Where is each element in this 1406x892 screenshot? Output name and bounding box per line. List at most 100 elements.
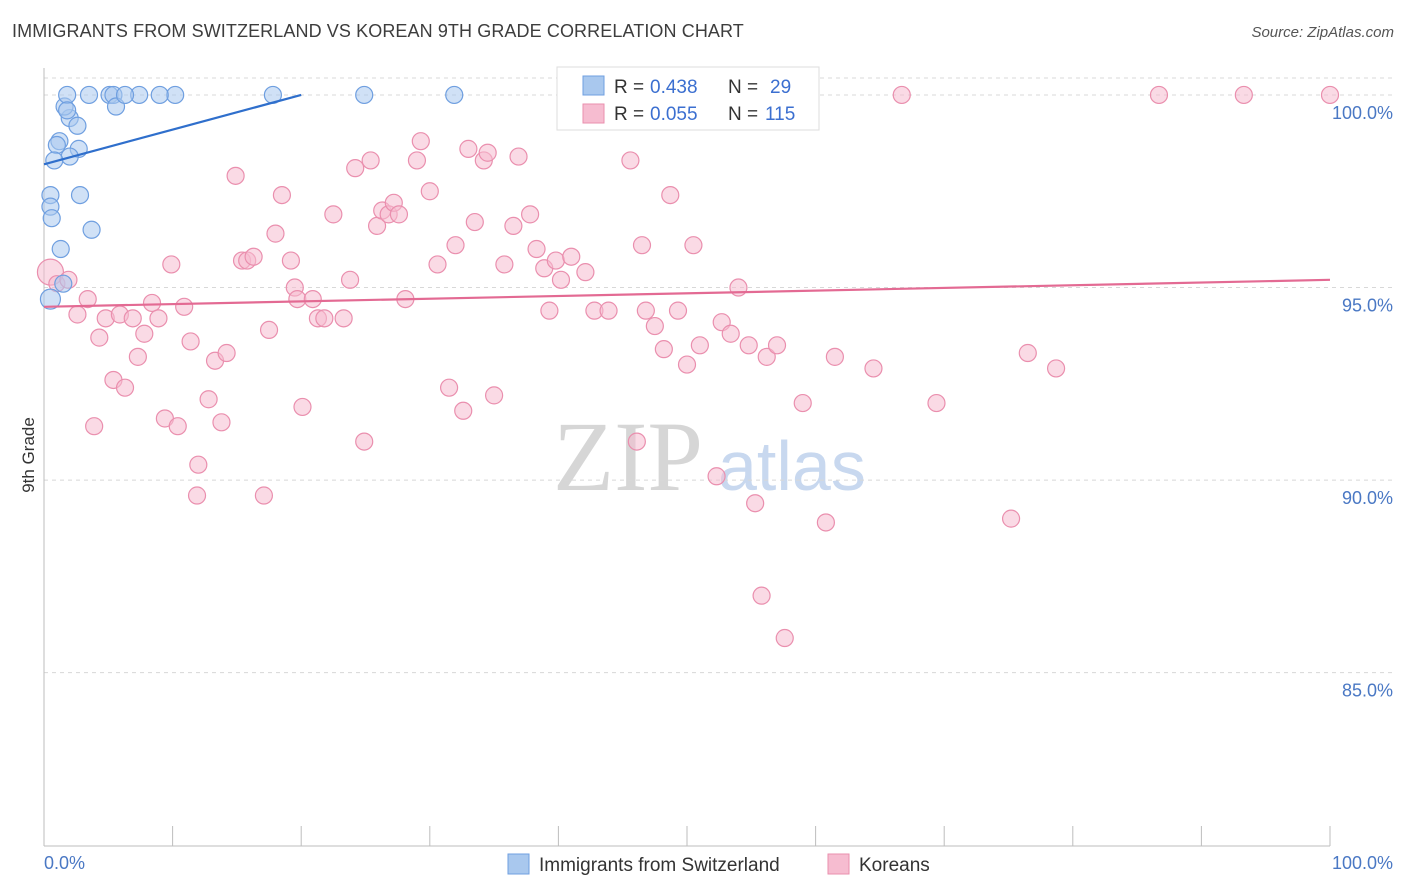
- korean-point: [212, 413, 231, 432]
- series-switzerland-points: [39, 85, 464, 310]
- korean-point: [757, 347, 776, 366]
- korean-point: [721, 324, 740, 343]
- korean-point: [324, 205, 343, 224]
- korean-point: [1018, 343, 1037, 363]
- korean-point: [746, 494, 765, 513]
- legend-n-value-1: 29: [770, 77, 791, 98]
- korean-point: [645, 316, 664, 336]
- korean-point: [407, 151, 427, 170]
- trend-lines: [43, 93, 1331, 308]
- korean-point: [217, 343, 236, 363]
- legend-item-koreans-swatch: [827, 853, 850, 875]
- legend-item-koreans-label: Koreans: [859, 855, 930, 876]
- korean-point: [729, 278, 748, 297]
- korean-point: [199, 390, 218, 409]
- korean-point: [254, 486, 274, 505]
- x-tick-label-min: 0.0%: [44, 853, 85, 873]
- korean-point: [816, 513, 835, 532]
- korean-point: [690, 336, 709, 355]
- legend-item-switzerland-label: Immigrants from Switzerland: [539, 855, 780, 876]
- korean-point: [90, 328, 109, 347]
- legend-n-label-2: N =: [728, 104, 758, 125]
- legend-r-label-1: R =: [614, 77, 644, 98]
- legend-r-label-2: R =: [614, 104, 644, 125]
- korean-point: [1149, 85, 1169, 105]
- korean-point: [1320, 85, 1340, 105]
- korean-point: [78, 289, 97, 309]
- switzerland-point: [445, 85, 464, 105]
- switzerland-point: [42, 209, 61, 228]
- korean-point: [632, 236, 652, 255]
- series-legend: Immigrants from Switzerland Koreans: [507, 853, 930, 876]
- korean-point: [599, 301, 618, 320]
- y-tick-label: 85.0%: [1342, 681, 1393, 701]
- korean-point: [576, 263, 595, 282]
- korean-point: [684, 236, 703, 255]
- legend-n-value-2: 115: [765, 104, 795, 125]
- watermark: ZIP atlas: [553, 401, 866, 512]
- korean-point: [478, 143, 497, 162]
- switzerland-point: [58, 101, 77, 120]
- legend-item-switzerland-swatch: [507, 853, 530, 875]
- korean-point: [527, 239, 546, 259]
- legend-r-value-1: 0.438: [650, 77, 698, 98]
- trend-line-koreans: [43, 278, 1331, 308]
- korean-point: [189, 455, 208, 474]
- korean-point: [389, 205, 409, 224]
- switzerland-point: [58, 85, 77, 105]
- korean-point: [485, 386, 504, 405]
- korean-point: [927, 393, 946, 413]
- legend-r-value-2: 0.055: [650, 104, 698, 125]
- korean-point: [85, 417, 104, 436]
- korean-point: [864, 359, 883, 378]
- korean-point: [293, 397, 312, 417]
- legend-swatch-pink: [582, 103, 605, 124]
- korean-point: [128, 347, 147, 366]
- korean-point: [142, 293, 162, 313]
- korean-point: [288, 289, 307, 309]
- korean-point: [123, 309, 142, 328]
- korean-point: [334, 309, 353, 328]
- korean-point: [446, 236, 465, 255]
- chart-title: IMMIGRANTS FROM SWITZERLAND VS KOREAN 9T…: [12, 21, 744, 41]
- korean-point: [135, 324, 154, 343]
- korean-point: [303, 289, 322, 309]
- switzerland-point: [115, 85, 135, 105]
- source-credit: Source: ZipAtlas.com: [1251, 24, 1394, 41]
- korean-point: [346, 159, 365, 178]
- korean-point: [636, 301, 655, 320]
- korean-point: [411, 132, 430, 151]
- series-koreans-points: [36, 85, 1340, 648]
- switzerland-point: [355, 85, 374, 105]
- korean-point: [551, 270, 571, 289]
- x-ticks: [43, 826, 1331, 846]
- watermark-zip: ZIP: [553, 401, 703, 512]
- korean-point: [187, 486, 207, 505]
- korean-point: [266, 224, 285, 243]
- korean-point: [767, 336, 787, 355]
- x-tick-label-max: 100.0%: [1332, 853, 1393, 873]
- korean-point: [668, 301, 688, 320]
- korean-point: [752, 586, 771, 605]
- korean-point: [654, 340, 673, 359]
- legend-n-label-1: N =: [728, 77, 758, 98]
- korean-point: [1234, 85, 1253, 105]
- korean-point: [168, 417, 187, 436]
- korean-point: [68, 305, 87, 324]
- korean-point: [355, 432, 374, 451]
- y-axis-label: 9th Grade: [19, 417, 38, 493]
- korean-point: [428, 255, 447, 274]
- korean-point: [340, 270, 360, 289]
- switzerland-point: [70, 185, 90, 205]
- korean-point: [361, 151, 380, 170]
- korean-point: [175, 297, 194, 316]
- korean-point: [540, 301, 559, 320]
- korean-point: [621, 151, 640, 170]
- switzerland-point: [68, 116, 87, 135]
- switzerland-point: [82, 220, 101, 239]
- korean-point: [825, 347, 844, 366]
- korean-point: [509, 147, 528, 166]
- korean-point: [1046, 359, 1066, 378]
- trend-line-switzerland: [43, 93, 302, 166]
